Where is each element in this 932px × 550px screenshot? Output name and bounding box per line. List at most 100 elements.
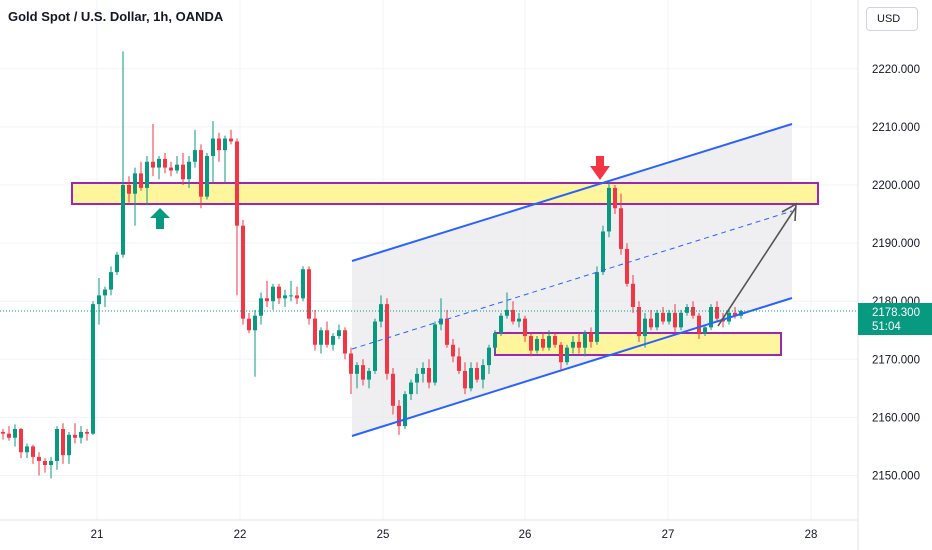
candle-body — [469, 368, 473, 389]
candle-body — [619, 208, 623, 249]
candle-body — [61, 429, 65, 456]
candle-body — [325, 330, 329, 345]
candle-body — [1, 431, 5, 434]
candle-body — [91, 304, 95, 434]
candle-body — [391, 373, 395, 406]
candle-body — [541, 338, 545, 348]
candle-body — [649, 318, 653, 328]
channel-upper-line — [351, 123, 793, 262]
buy-arrow-icon — [150, 208, 170, 229]
resistance-zone — [71, 182, 819, 205]
candle-body — [67, 434, 71, 456]
candle-body — [385, 304, 389, 374]
date-tick-label: 22 — [234, 529, 247, 541]
candle-body — [571, 341, 575, 348]
candle-body — [163, 158, 167, 168]
candle-body — [187, 161, 191, 180]
candle-body — [535, 338, 539, 351]
candle-body — [565, 347, 569, 363]
candle-body — [733, 312, 737, 316]
candle-body — [631, 283, 635, 308]
candle-body — [433, 324, 437, 383]
candle-body — [85, 431, 89, 434]
candle-body — [247, 318, 251, 331]
candle-body — [613, 187, 617, 209]
candle-body — [241, 225, 245, 319]
candle-body — [319, 330, 323, 345]
overlays-layer — [0, 123, 858, 437]
candle-body — [373, 321, 377, 371]
candle-body — [259, 298, 263, 316]
candle-body — [511, 309, 515, 322]
price-tick-label: 2150.000 — [872, 471, 920, 483]
candle-body — [235, 141, 239, 226]
candle-body — [589, 333, 593, 342]
candle-body — [517, 318, 521, 322]
candle-body — [361, 365, 365, 380]
candle-body — [193, 150, 197, 162]
chart-title: Gold Spot / U.S. Dollar, 1h, OANDA — [8, 9, 224, 24]
candle-body — [445, 318, 449, 345]
time-axis: 21 22 25 26 27 28 — [0, 519, 858, 541]
candle-body — [109, 272, 113, 290]
candle-body — [451, 344, 455, 357]
candle-body — [199, 150, 203, 197]
candle-body — [337, 330, 341, 337]
candle-body — [79, 431, 83, 438]
candle-body — [529, 336, 533, 351]
candle-body — [637, 307, 641, 337]
candle-body — [73, 434, 77, 438]
candle-body — [157, 158, 161, 168]
price-tick-label: 2200.000 — [872, 180, 920, 192]
candle-body — [397, 405, 401, 427]
candle-body — [121, 185, 125, 255]
candle-body — [49, 460, 53, 466]
price-axis: 2220.0002210.0002200.0002190.0002180.000… — [872, 64, 920, 483]
candle-body — [313, 318, 317, 345]
candle-body — [499, 315, 503, 334]
candle-body — [103, 289, 107, 296]
candle-body — [577, 341, 581, 348]
candle-body — [139, 173, 143, 188]
candle-body — [409, 382, 413, 395]
candle-body — [145, 161, 149, 188]
projection-arrow-line — [717, 206, 797, 327]
candle-body — [13, 429, 17, 438]
candle-body — [673, 312, 677, 328]
candle-body — [679, 312, 683, 328]
candle-countdown: 51:04 — [872, 321, 901, 333]
candle-body — [355, 365, 359, 374]
candle-body — [481, 365, 485, 380]
candle-body — [25, 446, 29, 453]
candle-body — [223, 138, 227, 151]
candle-body — [427, 368, 431, 383]
price-tick-label: 2190.000 — [872, 238, 920, 250]
candle-body — [547, 336, 551, 348]
candle-body — [283, 295, 287, 299]
candle-body — [205, 155, 209, 197]
candle-body — [295, 295, 299, 299]
candle-body — [709, 307, 713, 328]
candle-body — [523, 318, 527, 337]
current-price-tag: 2178.300 51:04 — [858, 303, 932, 335]
candle-body — [271, 286, 275, 302]
candle-body — [457, 356, 461, 371]
candle-body — [625, 248, 629, 284]
candle-body — [151, 161, 155, 168]
channel-midline — [351, 210, 793, 350]
date-tick-label: 25 — [377, 529, 390, 541]
candle-body — [229, 138, 233, 142]
currency-selector[interactable]: USD — [866, 7, 918, 31]
candle-body — [31, 446, 35, 457]
candle-body — [379, 304, 383, 322]
candle-body — [175, 164, 179, 171]
candle-body — [253, 315, 257, 331]
candle-body — [595, 272, 599, 342]
candle-body — [553, 336, 557, 345]
candle-body — [643, 318, 647, 337]
current-price-value: 2178.300 — [872, 307, 920, 319]
candle-body — [697, 315, 701, 334]
candle-body — [583, 333, 587, 348]
date-tick-label: 28 — [805, 529, 818, 541]
